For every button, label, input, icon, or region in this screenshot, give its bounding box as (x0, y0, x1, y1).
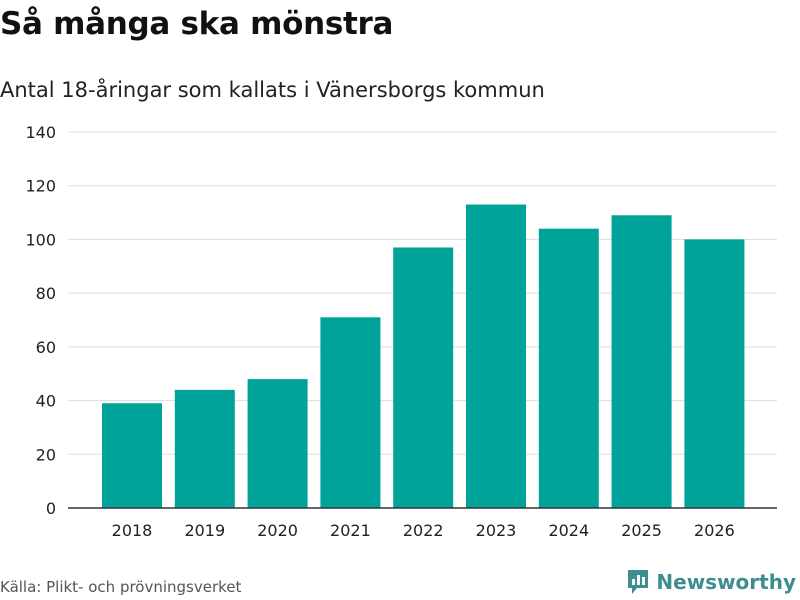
y-tick-label: 60 (36, 338, 56, 357)
y-tick-label: 80 (36, 284, 56, 303)
bar-2019[interactable] (174, 389, 235, 508)
x-tick-label: 2026 (694, 521, 735, 540)
bar-2021[interactable] (320, 317, 381, 508)
y-tick-label: 40 (36, 392, 56, 411)
x-tick-label: 2021 (330, 521, 371, 540)
bar-2024[interactable] (538, 228, 599, 508)
bar-2025[interactable] (611, 215, 672, 508)
x-tick-label: 2020 (257, 521, 298, 540)
chart-subtitle: Antal 18-åringar som kallats i Vänersbor… (0, 78, 545, 102)
x-tick-label: 2018 (112, 521, 153, 540)
bar-2023[interactable] (466, 204, 526, 508)
y-tick-label: 100 (25, 230, 56, 249)
bar-2022[interactable] (393, 247, 454, 508)
x-tick-label: 2022 (403, 521, 444, 540)
y-axis-ticks: 0 20 40 60 80 100 120 140 (25, 123, 56, 518)
x-tick-label: 2024 (548, 521, 589, 540)
bar-2026[interactable] (684, 239, 745, 508)
x-tick-label: 2025 (621, 521, 662, 540)
bars (102, 204, 745, 508)
brand-logo[interactable]: Newsworthy (626, 568, 796, 596)
x-tick-label: 2023 (476, 521, 517, 540)
source-note: Källa: Plikt- och prövningsverket (0, 578, 242, 596)
y-tick-label: 140 (25, 123, 56, 142)
y-tick-label: 20 (36, 445, 56, 464)
bar-2020[interactable] (247, 379, 308, 508)
x-tick-label: 2019 (184, 521, 225, 540)
chart-title: Så många ska mönstra (0, 6, 394, 42)
brand-name: Newsworthy (656, 570, 796, 594)
bar-2018[interactable] (102, 403, 162, 508)
y-tick-label: 0 (46, 499, 56, 518)
newsworthy-logo-icon (628, 570, 649, 594)
x-axis-ticks: 2018 2019 2020 2021 2022 2023 2024 2025 2026 (112, 521, 735, 540)
y-tick-label: 120 (25, 177, 56, 196)
